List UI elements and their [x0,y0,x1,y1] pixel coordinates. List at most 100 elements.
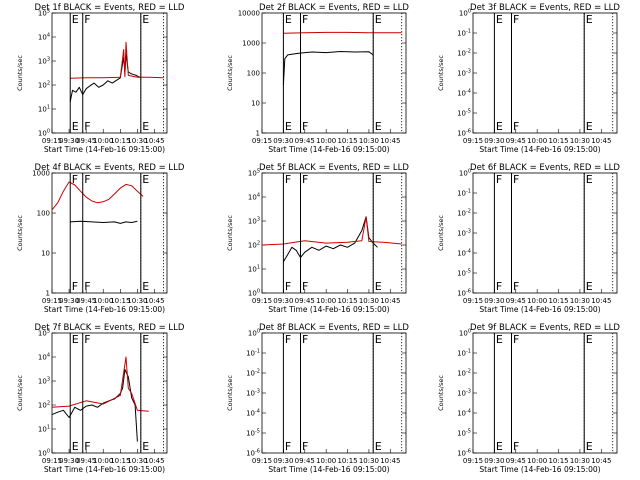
event-letter-e: E [375,280,382,293]
x-tick-label: 10:30 [359,297,379,305]
x-tick-label: 09:15 [252,137,272,145]
series-red-line [70,41,164,79]
y-tick-label: 10-3 [457,229,471,238]
panel-title: Det 5f BLACK = Events, RED = LLD [259,163,409,173]
y-tick-label: 10-2 [457,209,471,218]
y-tick-label: 10-1 [246,349,260,358]
y-tick-label: 102 [38,401,50,410]
x-tick-label: 09:30 [484,457,504,465]
y-tick-label: 10-3 [457,389,471,398]
x-tick-label: 09:45 [506,137,526,145]
x-tick-label: 10:00 [527,457,547,465]
y-tick-label: 10-6 [457,289,471,298]
event-letter-e: E [142,440,149,453]
y-tick-label: 105 [38,9,50,18]
panel-title: Det 6f BLACK = Events, RED = LLD [470,163,620,173]
panel-title: Det 4f BLACK = Events, RED = LLD [35,163,185,173]
x-tick-label: 09:15 [42,457,62,465]
x-tick-label: 10:30 [359,137,379,145]
y-tick-label: 103 [248,217,260,226]
y-tick-label: 10-5 [457,109,471,118]
y-tick-label: 101 [38,425,50,434]
event-letter-top-e: E [142,173,149,186]
y-axis-label: Counts/sec [226,55,234,91]
x-tick-label: 09:15 [42,137,62,145]
x-tick-label: 10:45 [591,457,611,465]
x-tick-label: 10:00 [527,297,547,305]
x-tick-label: 10:00 [316,297,336,305]
event-letter-e: E [586,440,593,453]
y-axis-label: Counts/sec [437,215,445,251]
y-tick-label: 101 [248,265,260,274]
event-letter-top-e: E [586,13,593,26]
y-tick-label: 100 [248,329,260,338]
series-black-line [69,53,142,102]
x-axis-label: Start Time (14-Feb-16 09:15:00) [268,305,389,314]
x-tick-label: 09:15 [463,137,483,145]
event-letter-e: E [285,120,292,133]
series-black-line [282,51,374,85]
x-tick-label: 09:15 [252,457,272,465]
panel-title: Det 2f BLACK = Events, RED = LLD [259,3,409,13]
event-letter-e: E [586,120,593,133]
event-letter-e: E [375,440,382,453]
event-letter-top-f: F [84,13,90,26]
y-tick-label: 10-5 [246,429,260,438]
event-letter-top-f: F [84,333,90,346]
y-axis-label: Counts/sec [226,375,234,411]
event-letter-e: E [375,120,382,133]
y-tick-label: 10-3 [457,69,471,78]
x-tick-label: 09:30 [273,297,293,305]
x-tick-label: 10:15 [337,457,357,465]
x-tick-label: 10:45 [380,137,400,145]
event-letter-top-f: F [285,333,291,346]
event-letter-f: F [84,120,90,133]
x-tick-label: 09:15 [252,297,272,305]
x-axis-label: Start Time (14-Feb-16 09:15:00) [479,305,600,314]
event-letter-top-e: E [496,13,503,26]
event-letter-top-e: E [142,13,149,26]
y-tick-label: 10-2 [457,49,471,58]
event-letter-top-f: F [302,173,308,186]
y-axis-label: Counts/sec [16,215,24,251]
series-red-line [51,356,149,412]
series-red-line [51,181,144,211]
event-letter-f: F [302,440,308,453]
x-tick-label: 10:45 [380,457,400,465]
x-tick-label: 09:15 [463,457,483,465]
detector-panel-4: Det 4f BLACK = Events, RED = LLD 1 10 100 10… [16,163,185,314]
panel-title: Det 9f BLACK = Events, RED = LLD [470,323,620,333]
event-letter-e: E [586,280,593,293]
x-tick-label: 10:30 [127,297,147,305]
y-tick-label: 1 [46,290,50,298]
event-letter-e: E [496,440,503,453]
event-letter-top-f: F [285,173,291,186]
y-tick-label: 103 [38,377,50,386]
y-tick-label: 100 [247,70,260,78]
detector-panel-5: Det 5f BLACK = Events, RED = LLD 100 101 10… [226,163,409,314]
y-tick-label: 1000 [242,40,260,48]
x-tick-label: 10:30 [127,457,147,465]
event-letter-f: F [72,280,78,293]
x-tick-label: 09:15 [463,297,483,305]
event-letter-top-f: F [72,173,78,186]
event-letter-top-f: F [496,173,502,186]
event-letter-top-e: E [375,333,382,346]
y-tick-label: 102 [38,81,50,90]
y-tick-label: 10-2 [246,369,260,378]
x-axis-label: Start Time (14-Feb-16 09:15:00) [44,465,165,474]
x-tick-label: 09:45 [506,457,526,465]
x-tick-label: 09:45 [76,297,96,305]
event-letter-e: E [142,120,149,133]
event-letter-f: F [285,280,291,293]
panel-title: Det 1f BLACK = Events, RED = LLD [35,3,185,13]
event-letter-top-f: F [302,13,308,26]
x-tick-label: 10:45 [144,137,164,145]
plot-frame [51,12,168,134]
x-tick-label: 09:30 [484,137,504,145]
x-tick-label: 10:45 [591,137,611,145]
x-tick-label: 10:15 [110,457,130,465]
y-tick-label: 10-1 [457,349,471,358]
